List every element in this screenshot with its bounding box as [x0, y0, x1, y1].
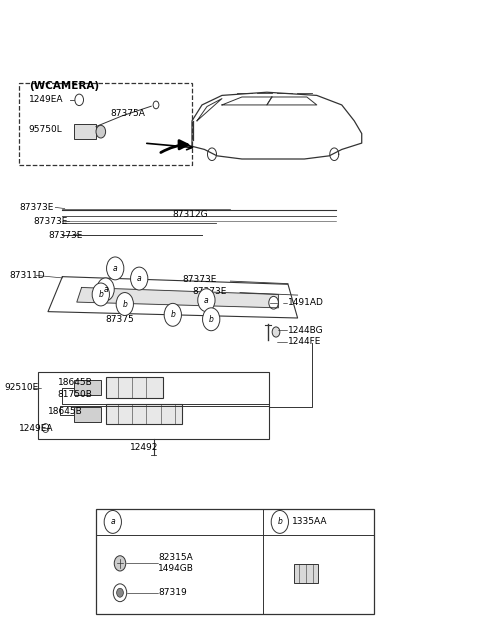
- Text: b: b: [98, 290, 103, 299]
- Text: 1335AA: 1335AA: [292, 518, 327, 527]
- Text: 12492: 12492: [130, 443, 158, 452]
- Bar: [294, 564, 318, 583]
- Text: 87373E: 87373E: [48, 231, 83, 240]
- Circle shape: [269, 296, 278, 309]
- Text: 92510E: 92510E: [5, 384, 39, 392]
- Circle shape: [198, 289, 215, 312]
- Circle shape: [116, 293, 133, 315]
- Text: b: b: [170, 310, 175, 319]
- Text: 87373E: 87373E: [192, 287, 227, 296]
- Text: a: a: [137, 274, 142, 283]
- Text: a: a: [110, 518, 115, 527]
- Bar: [96, 509, 374, 614]
- Circle shape: [42, 424, 49, 432]
- Circle shape: [131, 267, 148, 290]
- Text: 87373E: 87373E: [182, 275, 217, 284]
- Bar: [74, 407, 101, 422]
- Circle shape: [113, 584, 127, 602]
- Text: 87311D: 87311D: [10, 271, 45, 280]
- Bar: [38, 372, 269, 439]
- Text: a: a: [204, 296, 209, 305]
- Bar: [74, 380, 101, 395]
- Text: 1491AD: 1491AD: [288, 298, 324, 307]
- Circle shape: [164, 303, 181, 326]
- Text: 1249EA: 1249EA: [29, 95, 63, 104]
- Circle shape: [96, 125, 106, 138]
- Text: b: b: [277, 518, 282, 527]
- Circle shape: [97, 278, 114, 301]
- Text: a: a: [113, 264, 118, 273]
- Bar: [74, 124, 96, 139]
- Text: 1244FE: 1244FE: [288, 337, 322, 346]
- Text: 87375: 87375: [106, 315, 134, 324]
- Text: 1249EA: 1249EA: [19, 424, 54, 432]
- Text: 18645B: 18645B: [48, 407, 83, 416]
- Text: 95750L: 95750L: [29, 125, 62, 134]
- Circle shape: [75, 94, 84, 106]
- Text: 87373E: 87373E: [34, 218, 68, 226]
- Circle shape: [92, 283, 109, 306]
- Text: 87373E: 87373E: [19, 203, 54, 212]
- Text: 82315A: 82315A: [158, 553, 193, 562]
- Circle shape: [107, 257, 124, 280]
- Circle shape: [104, 511, 121, 534]
- Text: 87312G: 87312G: [173, 210, 208, 219]
- Circle shape: [271, 511, 288, 534]
- Text: 87319: 87319: [158, 588, 187, 597]
- Bar: [106, 404, 182, 424]
- Circle shape: [203, 308, 220, 331]
- Text: b: b: [209, 315, 214, 324]
- Text: 18645B: 18645B: [58, 378, 92, 387]
- Circle shape: [153, 101, 159, 109]
- Polygon shape: [77, 287, 278, 308]
- Circle shape: [114, 556, 126, 571]
- Circle shape: [272, 327, 280, 337]
- Text: 87375A: 87375A: [110, 109, 145, 118]
- Text: a: a: [103, 285, 108, 294]
- Bar: [106, 377, 163, 398]
- Text: 1244BG: 1244BG: [288, 326, 324, 335]
- Circle shape: [117, 588, 123, 597]
- Text: 81750B: 81750B: [58, 390, 93, 399]
- Text: 1494GB: 1494GB: [158, 564, 194, 573]
- Text: b: b: [122, 300, 127, 308]
- Text: (WCAMERA): (WCAMERA): [29, 81, 99, 91]
